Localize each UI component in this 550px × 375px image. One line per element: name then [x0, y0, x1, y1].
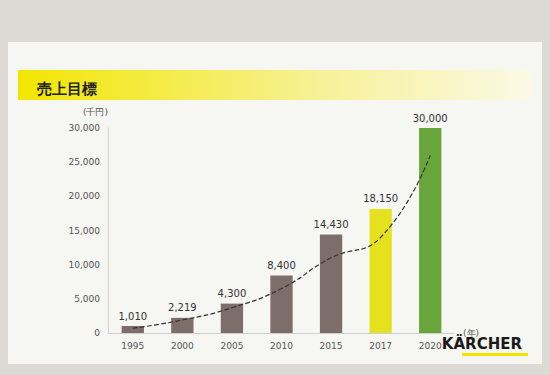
svg-text:2005: 2005	[220, 341, 243, 351]
svg-text:0: 0	[94, 328, 100, 338]
svg-text:KÄRCHER: KÄRCHER	[442, 334, 523, 353]
svg-text:15,000: 15,000	[69, 226, 101, 236]
svg-text:2000: 2000	[171, 341, 194, 351]
svg-text:2017: 2017	[369, 341, 392, 351]
svg-text:30,000: 30,000	[69, 123, 101, 133]
svg-text:2020: 2020	[419, 341, 442, 351]
svg-text:(千円): (千円)	[83, 107, 108, 117]
svg-text:8,400: 8,400	[267, 260, 296, 271]
svg-text:4,300: 4,300	[218, 288, 247, 299]
svg-text:25,000: 25,000	[69, 157, 101, 167]
svg-text:(年): (年)	[463, 328, 479, 338]
svg-text:20,000: 20,000	[69, 191, 101, 201]
svg-text:1995: 1995	[121, 341, 144, 351]
svg-text:2,219: 2,219	[168, 302, 197, 313]
svg-text:18,150: 18,150	[363, 193, 398, 204]
svg-text:30,000: 30,000	[413, 113, 448, 124]
svg-text:5,000: 5,000	[74, 294, 100, 304]
svg-text:10,000: 10,000	[69, 260, 101, 270]
svg-text:1,010: 1,010	[118, 311, 147, 322]
svg-text:14,430: 14,430	[314, 219, 349, 230]
svg-text:売上目標: 売上目標	[37, 80, 97, 98]
svg-text:2015: 2015	[320, 341, 343, 351]
svg-text:2010: 2010	[270, 341, 293, 351]
